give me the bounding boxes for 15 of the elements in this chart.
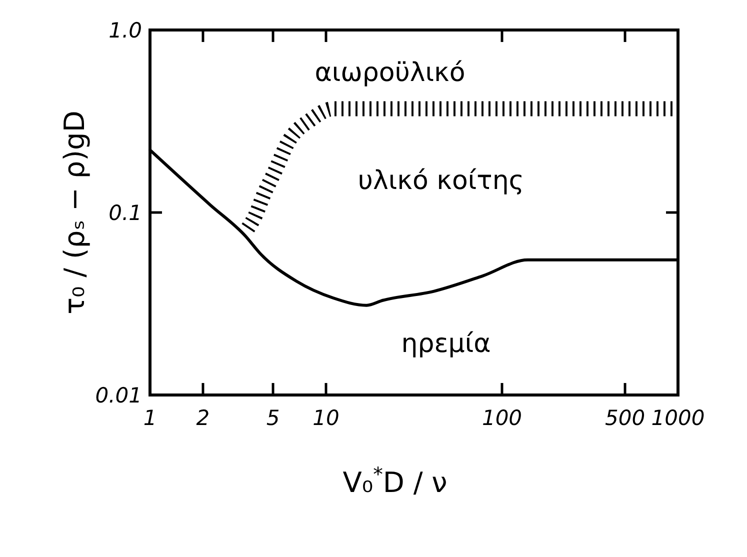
y-tick-label: 0.01 — [95, 383, 142, 408]
y-tick-label: 0.1 — [108, 200, 142, 225]
annotation: ηρεμία — [401, 329, 491, 360]
x-tick-label: 2 — [196, 406, 210, 430]
x-tick-label: 500 — [604, 406, 646, 430]
y-axis-title: τ₀ / (ρₛ − ρ)gD — [58, 110, 91, 314]
x-tick-label: 1 — [143, 406, 157, 430]
y-tick-label: 1.0 — [108, 18, 142, 42]
x-tick-label: 100 — [482, 406, 522, 430]
x-tick-label: 5 — [266, 406, 280, 430]
x-tick-label: 10 — [312, 406, 340, 430]
annotation: αιωροϋλικό — [314, 58, 466, 88]
x-axis-title: V₀$^{*}$D / ν — [342, 462, 448, 499]
annotation: υλικό κοίτης — [358, 166, 524, 196]
x-tick-label: 1000 — [651, 406, 705, 430]
